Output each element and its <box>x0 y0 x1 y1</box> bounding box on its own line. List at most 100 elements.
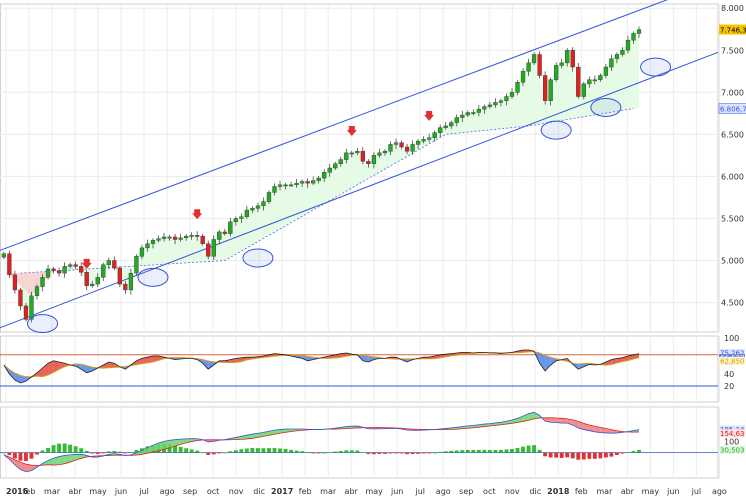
rsi-fill-segment <box>329 354 336 359</box>
macd-histogram-bar <box>371 452 376 455</box>
macd-histogram-bar <box>581 452 586 460</box>
macd-histogram-bar <box>626 452 630 453</box>
candle-body <box>493 102 498 106</box>
macd-histogram-bar <box>427 452 432 454</box>
macd-histogram-bar <box>101 452 106 454</box>
x-tick-label: feb <box>299 487 312 496</box>
rsi-tick-label: 100 <box>724 334 739 343</box>
macd-histogram-bar <box>360 452 365 454</box>
macd-fill-segment <box>235 436 242 440</box>
candle-body <box>371 155 377 164</box>
x-tick-label: jun <box>390 487 403 496</box>
candle-body <box>206 243 211 257</box>
macd-histogram-bar <box>338 451 343 453</box>
macd-histogram-bar <box>272 448 277 453</box>
macd-histogram-bar <box>294 450 299 453</box>
macd-fill-segment <box>511 418 518 424</box>
macd-histogram-bar <box>631 451 636 453</box>
candle-body <box>454 117 459 123</box>
channel-touch-circle <box>242 248 274 268</box>
candle-body <box>438 127 443 133</box>
candle-body <box>228 221 233 234</box>
candle-body <box>128 272 134 291</box>
x-tick-label: oct <box>483 487 495 496</box>
candle-body <box>79 266 84 273</box>
macd-histogram-bar <box>543 452 548 457</box>
candle-body <box>603 66 609 76</box>
macd-histogram-bar <box>62 443 67 453</box>
candle-body <box>531 54 537 64</box>
candle-body <box>614 54 620 59</box>
price-panel <box>0 0 719 334</box>
candle-body <box>377 152 382 156</box>
macd-histogram-bar <box>1 452 6 454</box>
macd-histogram-bar <box>377 452 382 454</box>
rsi-fill-segment <box>605 359 612 366</box>
macd-histogram-bar <box>432 452 437 454</box>
x-tick-label: ago <box>712 487 727 496</box>
macd-fill-segment <box>14 459 21 470</box>
macd-fill-segment <box>152 443 159 453</box>
candle-body <box>101 264 106 278</box>
candle-body <box>244 209 250 217</box>
candle-body <box>410 144 415 152</box>
channel-touch-circle <box>540 120 572 140</box>
candle-body <box>537 54 542 76</box>
channel-upper-line <box>0 0 668 251</box>
x-tick-label: 2017 <box>271 487 293 496</box>
candle-body <box>1 253 6 258</box>
macd-histogram-bar <box>570 452 575 459</box>
macd-histogram-bar <box>128 452 133 453</box>
x-tick-label: nov <box>505 487 520 496</box>
macd-value-badge <box>719 429 745 438</box>
candle-body <box>482 106 487 110</box>
candle-body <box>631 33 636 41</box>
candle-body <box>95 277 100 285</box>
macd-fill-segment <box>600 427 606 433</box>
candle-body <box>355 150 360 154</box>
macd-histogram-bar <box>305 451 310 453</box>
macd-fill-segment <box>583 423 590 431</box>
rsi-tick-label: 40 <box>724 370 734 379</box>
x-tick-label: ago <box>160 487 175 496</box>
macd-fill-segment <box>561 418 568 424</box>
candle-body <box>443 125 448 128</box>
macd-histogram-bar <box>184 448 189 453</box>
macd-fill-segment <box>534 412 540 419</box>
x-tick-label: 2016 <box>6 487 29 496</box>
macd-fill-segment <box>53 456 60 466</box>
macd-histogram-bar <box>46 448 50 453</box>
x-tick-label: may <box>642 487 660 496</box>
rsi-fill-segment <box>362 355 369 362</box>
macd-histogram-bar <box>637 449 641 453</box>
candle-body <box>294 182 299 186</box>
rsi-fill-segment <box>202 359 209 370</box>
macd-histogram-bar <box>255 448 260 453</box>
macd-histogram-bar <box>532 445 537 453</box>
candle-body <box>620 50 625 55</box>
macd-histogram-bar <box>106 451 111 453</box>
macd-histogram-bar <box>592 452 597 459</box>
x-tick-label: sep <box>183 487 197 496</box>
macd-histogram-bar <box>587 452 592 459</box>
macd-fill-segment <box>589 425 595 432</box>
rsi-value-label: 62,850 <box>720 357 745 365</box>
rsi-tick-label: 20 <box>724 382 734 391</box>
candle-body <box>172 236 178 240</box>
macd-histogram-bar <box>29 452 34 459</box>
price-tick-label: 5.500 <box>721 214 744 223</box>
candle-body <box>200 235 205 244</box>
macd-histogram-bar <box>18 452 23 461</box>
macd-histogram-bar <box>355 450 360 453</box>
macd-histogram-bar <box>195 450 200 453</box>
x-tick-label: abr <box>68 487 82 496</box>
candle-body <box>515 82 520 93</box>
macd-histogram-bar <box>476 449 481 453</box>
candle-body <box>498 100 504 103</box>
macd-histogram-bar <box>40 450 45 453</box>
rsi-fill-segment <box>103 362 109 369</box>
macd-histogram-bar <box>278 448 282 453</box>
macd-histogram-bar <box>614 452 619 456</box>
macd-fill-segment <box>158 441 165 451</box>
macd-fill-segment <box>191 438 198 442</box>
